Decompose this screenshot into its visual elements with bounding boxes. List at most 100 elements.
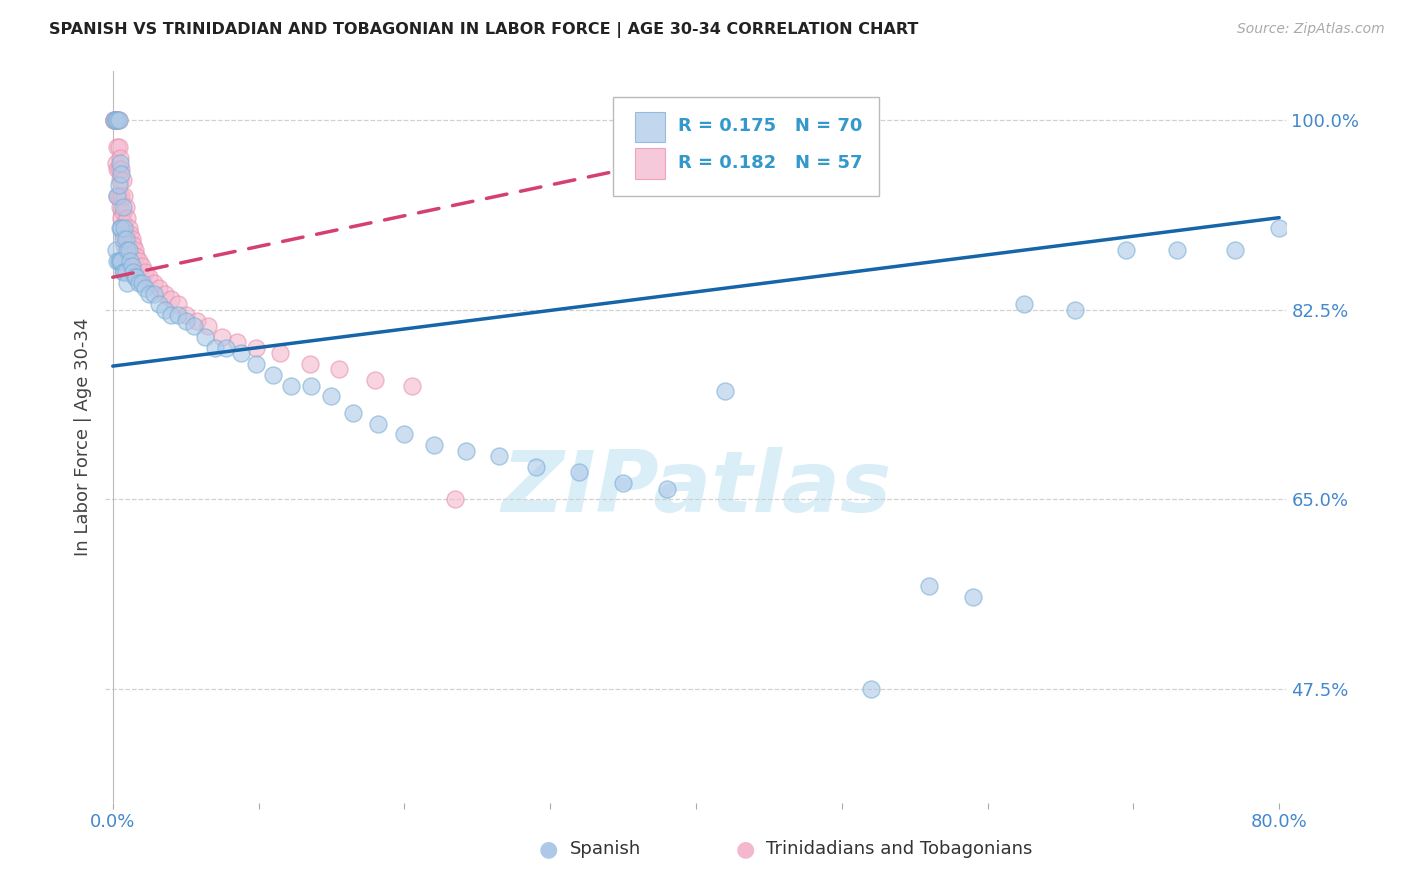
Text: R = 0.182   N = 57: R = 0.182 N = 57 (678, 153, 863, 172)
Text: SPANISH VS TRINIDADIAN AND TOBAGONIAN IN LABOR FORCE | AGE 30-34 CORRELATION CHA: SPANISH VS TRINIDADIAN AND TOBAGONIAN IN… (49, 22, 918, 38)
Point (105, 254, 128, 268)
Point (211, 330, 233, 344)
Point (110, 189, 132, 203)
Point (110, 161, 132, 176)
Point (122, 237, 145, 252)
Point (269, 346, 291, 360)
Point (111, 232, 134, 246)
Point (1166, 243, 1188, 257)
Point (120, 254, 142, 268)
Text: ZIPatlas: ZIPatlas (501, 447, 891, 530)
Point (107, 161, 129, 176)
Point (112, 216, 135, 230)
Point (103, 113, 125, 128)
Point (122, 265, 145, 279)
Point (112, 237, 135, 252)
Point (174, 313, 197, 327)
Point (108, 172, 131, 186)
Point (167, 297, 190, 311)
Point (105, 113, 128, 128)
Point (215, 341, 238, 355)
Point (107, 113, 129, 128)
Text: ●: ● (538, 839, 558, 859)
Text: ●: ● (735, 839, 755, 859)
Point (160, 308, 183, 322)
Point (367, 417, 389, 431)
Point (1115, 243, 1137, 257)
Point (138, 270, 160, 285)
Point (117, 276, 139, 290)
Point (128, 254, 150, 268)
Point (120, 227, 142, 241)
Point (110, 167, 132, 181)
Point (298, 357, 321, 371)
Point (103, 113, 125, 128)
Point (155, 286, 177, 301)
Point (117, 211, 139, 225)
Point (104, 113, 127, 128)
Text: Trinidadians and Tobagonians: Trinidadians and Tobagonians (766, 840, 1032, 858)
Point (111, 200, 134, 214)
Point (962, 590, 984, 604)
Point (108, 200, 131, 214)
Point (105, 189, 128, 203)
Point (714, 384, 737, 398)
Point (655, 482, 678, 496)
Point (115, 227, 138, 241)
Point (148, 281, 170, 295)
Point (104, 243, 127, 257)
Point (444, 492, 467, 507)
Point (167, 308, 190, 322)
Point (394, 427, 416, 442)
Point (1225, 243, 1247, 257)
Point (108, 151, 131, 165)
Point (112, 265, 135, 279)
Bar (634, 112, 665, 143)
Point (524, 459, 547, 474)
Point (104, 113, 127, 128)
Point (107, 189, 129, 203)
Point (110, 254, 132, 268)
Point (104, 156, 127, 170)
Point (103, 113, 125, 128)
Point (104, 113, 127, 128)
Point (125, 270, 148, 285)
Point (142, 276, 165, 290)
Point (612, 476, 634, 491)
Point (918, 579, 941, 593)
Point (105, 113, 128, 128)
Text: R = 0.175   N = 70: R = 0.175 N = 70 (678, 117, 863, 136)
Point (225, 335, 247, 350)
Point (204, 341, 226, 355)
Point (568, 465, 591, 479)
Point (111, 205, 134, 219)
Point (186, 313, 208, 327)
Point (342, 406, 364, 420)
Point (121, 232, 143, 246)
Point (112, 221, 135, 235)
Point (111, 172, 134, 186)
Text: Source: ZipAtlas.com: Source: ZipAtlas.com (1237, 22, 1385, 37)
Point (245, 341, 267, 355)
Text: Spanish: Spanish (569, 840, 641, 858)
Point (197, 318, 219, 333)
Point (160, 292, 183, 306)
Point (111, 227, 134, 241)
Point (174, 308, 197, 322)
Point (194, 330, 217, 344)
Point (107, 113, 129, 128)
Point (1268, 221, 1291, 235)
Point (134, 265, 156, 279)
Point (859, 681, 882, 696)
Point (131, 260, 153, 274)
Point (112, 189, 135, 203)
Point (110, 221, 132, 235)
Point (117, 243, 139, 257)
Point (142, 286, 165, 301)
Point (229, 346, 252, 360)
Point (328, 362, 350, 376)
Point (488, 449, 510, 463)
Point (262, 368, 284, 382)
Point (148, 297, 170, 311)
Point (105, 161, 128, 176)
